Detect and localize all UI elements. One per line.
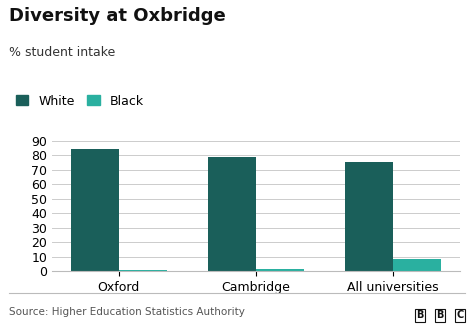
Legend: White, Black: White, Black: [16, 95, 144, 108]
Text: C: C: [456, 310, 464, 320]
Bar: [345, 163, 393, 271]
Text: B: B: [416, 310, 424, 320]
Text: Source: Higher Education Statistics Authority: Source: Higher Education Statistics Auth…: [9, 307, 246, 317]
Bar: [71, 149, 118, 271]
Bar: [208, 157, 256, 271]
Bar: [393, 259, 441, 271]
Text: B: B: [436, 310, 444, 320]
Text: Diversity at Oxbridge: Diversity at Oxbridge: [9, 7, 226, 25]
Bar: [118, 270, 167, 271]
Text: % student intake: % student intake: [9, 46, 116, 59]
Bar: [256, 268, 304, 271]
